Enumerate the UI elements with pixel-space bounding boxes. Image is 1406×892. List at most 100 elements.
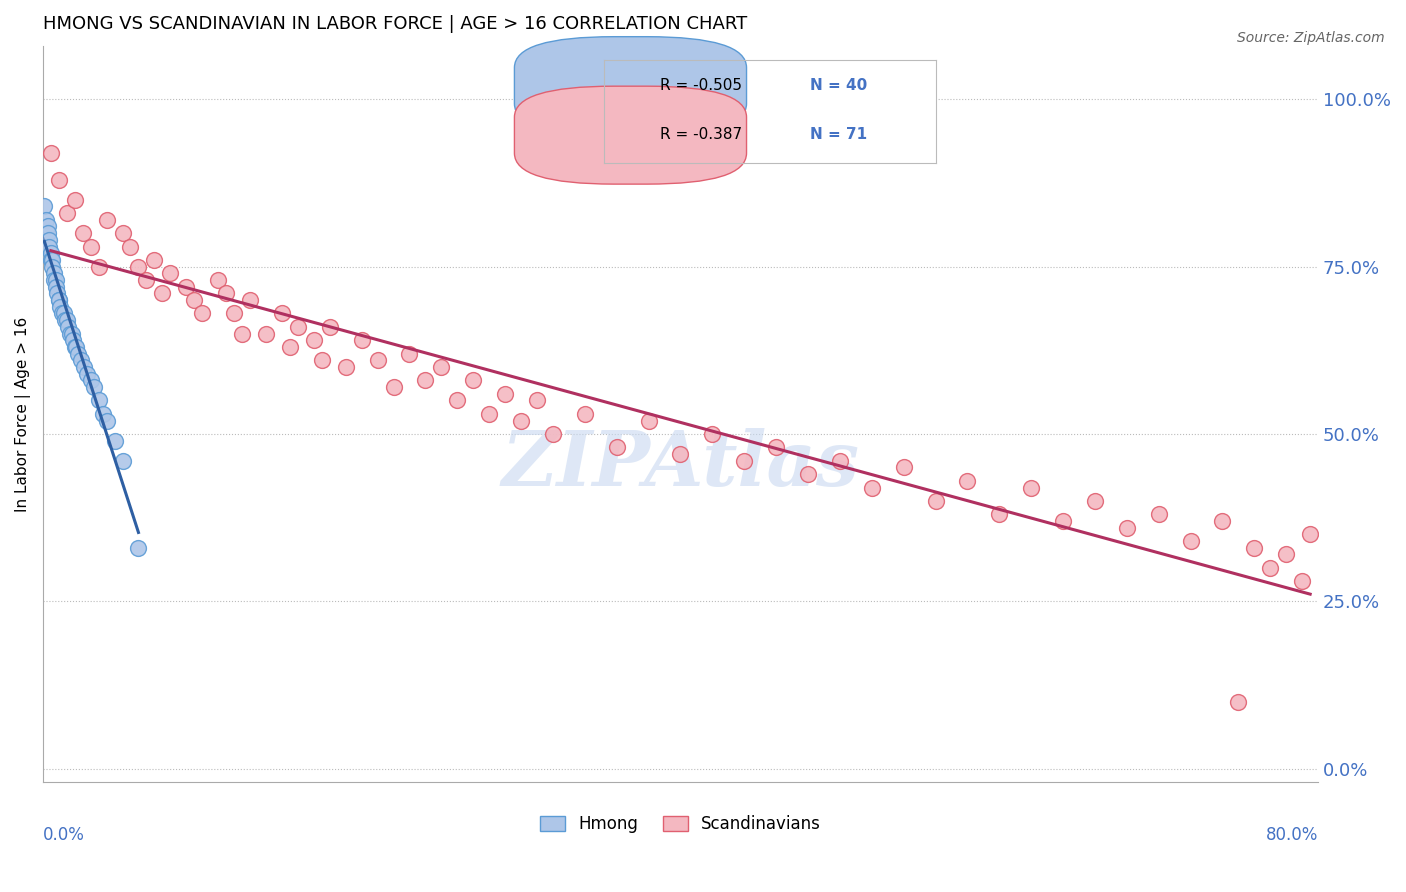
Point	[1243, 541, 1265, 555]
Point	[510, 414, 533, 428]
Point	[52, 306, 75, 320]
Point	[733, 454, 755, 468]
Point	[127, 260, 149, 274]
Point	[34, 199, 56, 213]
Point	[53, 313, 76, 327]
Point	[574, 407, 596, 421]
Point	[76, 367, 98, 381]
Text: HMONG VS SCANDINAVIAN IN LABOR FORCE | AGE > 16 CORRELATION CHART: HMONG VS SCANDINAVIAN IN LABOR FORCE | A…	[42, 15, 747, 33]
Point	[215, 286, 238, 301]
Point	[62, 333, 84, 347]
Point	[70, 353, 93, 368]
Point	[39, 252, 62, 267]
Text: Source: ZipAtlas.com: Source: ZipAtlas.com	[1237, 31, 1385, 45]
Point	[143, 252, 166, 267]
Point	[271, 306, 294, 320]
Point	[893, 460, 915, 475]
Point	[478, 407, 501, 421]
Point	[224, 306, 246, 320]
Point	[55, 313, 77, 327]
Point	[39, 145, 62, 160]
Point	[1258, 561, 1281, 575]
Point	[239, 293, 262, 307]
Point	[350, 333, 373, 347]
Point	[1291, 574, 1313, 589]
Point	[398, 346, 420, 360]
Point	[38, 239, 60, 253]
Point	[1227, 695, 1250, 709]
Point	[765, 441, 787, 455]
Point	[1115, 521, 1137, 535]
Point	[415, 373, 437, 387]
Point	[37, 226, 59, 240]
Point	[637, 414, 659, 428]
Point	[311, 353, 333, 368]
Point	[127, 541, 149, 555]
Point	[463, 373, 485, 387]
Text: 80.0%: 80.0%	[1265, 826, 1319, 845]
Point	[60, 326, 83, 341]
Point	[1147, 508, 1170, 522]
Point	[96, 212, 118, 227]
Point	[988, 508, 1011, 522]
Point	[278, 340, 301, 354]
Point	[83, 380, 105, 394]
Point	[446, 393, 468, 408]
Point	[1211, 514, 1233, 528]
Point	[174, 279, 197, 293]
Point	[58, 319, 80, 334]
Point	[45, 273, 67, 287]
Point	[39, 246, 62, 260]
Point	[72, 226, 94, 240]
Legend: Hmong, Scandinavians: Hmong, Scandinavians	[533, 809, 828, 840]
Point	[66, 346, 89, 360]
Point	[191, 306, 214, 320]
Point	[96, 414, 118, 428]
Point	[606, 441, 628, 455]
Point	[494, 386, 516, 401]
Point	[49, 300, 72, 314]
Point	[51, 306, 73, 320]
Point	[1180, 534, 1202, 549]
Point	[1052, 514, 1074, 528]
Point	[135, 273, 157, 287]
Point	[828, 454, 851, 468]
Point	[159, 266, 181, 280]
Point	[956, 474, 979, 488]
Point	[55, 206, 77, 220]
Point	[702, 427, 724, 442]
Point	[93, 407, 115, 421]
Text: ZIPAtlas: ZIPAtlas	[502, 428, 859, 502]
Point	[48, 293, 70, 307]
Point	[120, 239, 142, 253]
Point	[48, 293, 70, 307]
Point	[335, 359, 357, 374]
Point	[103, 434, 125, 448]
Point	[367, 353, 389, 368]
Point	[541, 427, 564, 442]
Point	[207, 273, 229, 287]
Point	[45, 279, 67, 293]
Point	[79, 373, 101, 387]
Point	[797, 467, 820, 482]
Point	[382, 380, 405, 394]
Point	[65, 340, 87, 354]
Point	[860, 481, 883, 495]
Point	[430, 359, 453, 374]
Point	[87, 260, 110, 274]
Point	[35, 212, 58, 227]
Point	[37, 219, 59, 234]
Point	[924, 494, 946, 508]
Point	[63, 193, 86, 207]
Point	[87, 393, 110, 408]
Point	[42, 273, 65, 287]
Point	[150, 286, 173, 301]
Point	[48, 172, 70, 186]
Point	[46, 286, 69, 301]
Point	[669, 447, 692, 461]
Point	[63, 340, 86, 354]
Point	[111, 454, 134, 468]
Point	[1275, 548, 1298, 562]
Point	[319, 319, 342, 334]
Point	[41, 260, 63, 274]
